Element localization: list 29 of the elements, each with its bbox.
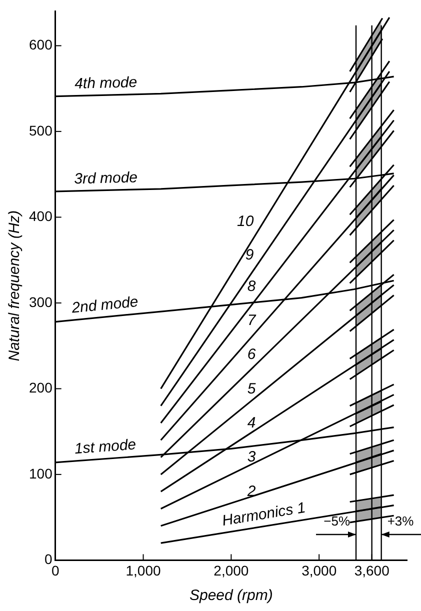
x-tick-label: 1,000	[126, 562, 161, 578]
y-tick-label: 300	[29, 294, 53, 310]
series-label: 3	[247, 448, 256, 466]
y-tick-label: 100	[29, 465, 53, 482]
series-label: 9	[245, 246, 254, 264]
y-axis-title: Natural frequency (Hz)	[6, 210, 24, 362]
series-label: 10	[237, 212, 254, 230]
series-label: 1st mode	[74, 436, 137, 458]
x-tick-label: 2,000	[214, 562, 249, 578]
series-label: 3rd mode	[74, 169, 138, 188]
annotation: +3%	[387, 514, 414, 529]
annotation: −5%	[324, 514, 350, 529]
series-label: 5	[247, 380, 256, 398]
y-tick-label: 500	[29, 122, 53, 138]
text: Harmonics 1	[220, 499, 307, 530]
series-label: 4	[247, 414, 256, 432]
y-tick-label: 400	[29, 208, 53, 224]
series-label: 8	[247, 278, 256, 295]
x-tick-label: 3,000	[302, 562, 337, 578]
series-label: 6	[247, 346, 256, 364]
x-axis-title: Speed (rpm)	[189, 587, 273, 604]
y-tick-label: 200	[29, 380, 53, 396]
y-tick-label: 0	[44, 551, 53, 568]
series-label: 4th mode	[74, 74, 138, 92]
series-label: 7	[247, 312, 256, 330]
x-tick-label: 3,600	[354, 562, 390, 578]
series-label: 2	[246, 483, 256, 500]
text: 2nd mode	[70, 293, 140, 317]
y-tick-label: 600	[29, 36, 53, 53]
